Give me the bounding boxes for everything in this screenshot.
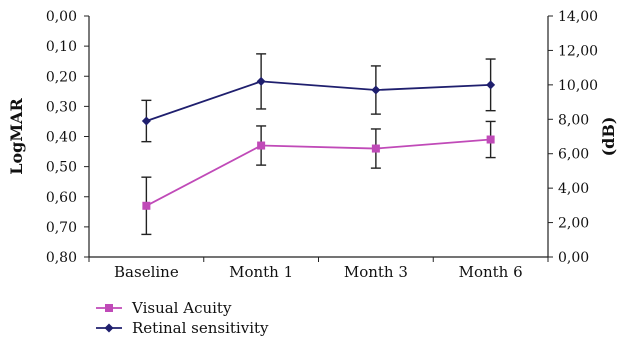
right-tick-label: 8,00: [558, 112, 589, 128]
x-tick-label: Month 3: [344, 263, 408, 281]
legend-item: Visual Acuity: [96, 299, 232, 317]
left-tick-label: 0,50: [46, 160, 77, 176]
left-tick-label: 0,20: [46, 69, 77, 85]
data-point: [371, 85, 381, 95]
right-tick-label: 0,00: [558, 250, 589, 266]
legend-marker: [104, 323, 114, 333]
left-tick-label: 0,30: [46, 99, 77, 115]
right-tick-label: 2,00: [558, 216, 589, 232]
left-axis: 0,00 0,10 0,20 0,30 0,40 0,50 0,60 0,70 0,80: [46, 9, 90, 266]
left-tick-label: 0,80: [46, 250, 77, 266]
data-point: [141, 116, 151, 126]
left-tick-label: 0,10: [46, 39, 77, 55]
series-line: [145, 138, 491, 207]
left-axis-title: LogMAR: [7, 98, 26, 175]
data-point: [256, 76, 266, 86]
right-tick-label: 4,00: [558, 181, 589, 197]
left-tick-label: 0,60: [46, 190, 77, 206]
left-tick-label: 0,70: [46, 220, 77, 236]
right-axis: 0,00 2,00 4,00 6,00 8,00 10,00 12,00 14,00: [547, 9, 598, 266]
left-tick-label: 0,00: [46, 9, 77, 25]
data-point: [257, 141, 266, 150]
x-axis: Baseline Month 1 Month 3 Month 6: [88, 256, 549, 281]
legend-label: Visual Acuity: [131, 299, 232, 317]
series-layer: [141, 53, 496, 236]
right-tick-label: 14,00: [558, 9, 598, 25]
x-tick-label: Month 1: [229, 263, 293, 281]
legend-item: Retinal sensitivity: [96, 319, 269, 337]
right-tick-label: 10,00: [558, 78, 598, 94]
series-line: [146, 80, 491, 122]
legend-label: Retinal sensitivity: [132, 319, 269, 337]
legend: Visual Acuity Retinal sensitivity: [96, 299, 269, 337]
series-visual-acuity: [141, 120, 496, 236]
x-tick-label: Month 6: [459, 263, 523, 281]
data-point: [486, 80, 496, 90]
right-tick-label: 6,00: [558, 147, 589, 163]
data-point: [142, 201, 151, 210]
right-axis-title: (dB): [599, 117, 618, 157]
x-tick-label: Baseline: [114, 263, 179, 281]
right-tick-label: 12,00: [558, 43, 598, 59]
data-point: [371, 144, 380, 153]
series-retinal-sensitivity: [141, 53, 496, 143]
data-point: [486, 135, 495, 144]
left-tick-label: 0,40: [46, 130, 77, 146]
legend-marker: [105, 304, 113, 312]
